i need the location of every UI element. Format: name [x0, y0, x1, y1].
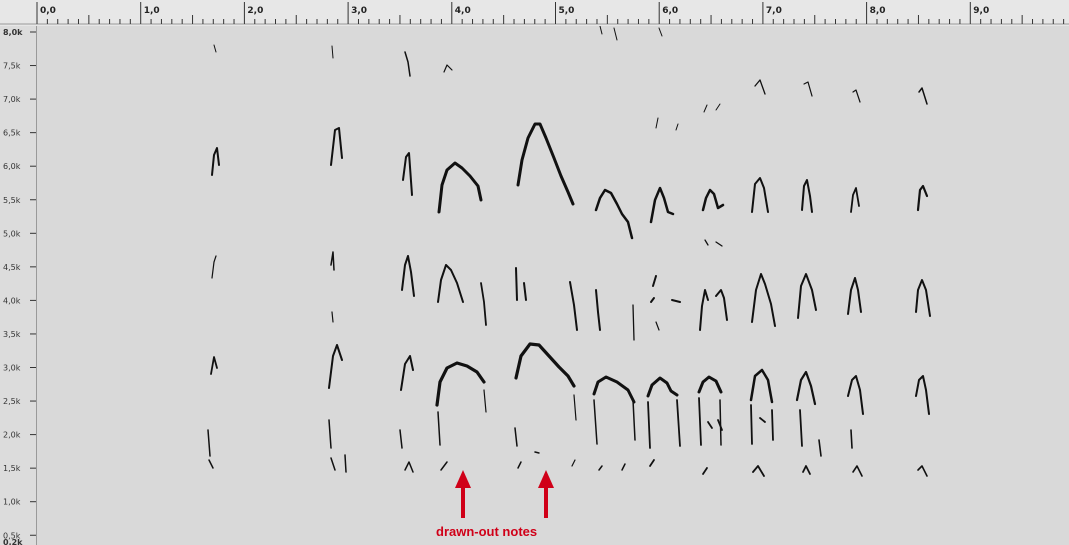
frequency-label: 1,5k [3, 464, 21, 473]
frequency-ticks: 8,0k 7,5k 7,0k 6,5k 6,0k 5,5k 5,0k 4,5k 4,0k 3,5k… [3, 28, 36, 545]
spectrogram-traces [207, 26, 931, 477]
frequency-label: 6,0k [3, 162, 21, 171]
harmonic-band-bottom [207, 389, 928, 477]
frequency-label: 6,5k [3, 129, 21, 138]
frequency-label: 7,0k [3, 95, 21, 104]
frequency-label: 4,0k [3, 296, 21, 305]
ruler-label: 1,0 [144, 6, 160, 16]
harmonic-band-upper [211, 122, 929, 247]
harmonic-band-top [213, 26, 928, 131]
spectrogram-plot[interactable] [37, 26, 1069, 545]
frequency-label: 5,5k [3, 196, 21, 205]
ruler-label: 0,0 [40, 6, 56, 16]
frequency-label: 4,5k [3, 263, 21, 272]
ruler-label: 7,0 [766, 6, 782, 16]
frequency-label: 3,5k [3, 330, 21, 339]
ruler-label: 4,0 [455, 6, 471, 16]
timeline-ticks: 0,01,02,03,04,05,06,07,08,09,010 [0, 2, 1069, 25]
timeline-ruler[interactable]: 0,01,02,03,04,05,06,07,08,09,010 [0, 0, 1069, 27]
ruler-label: 9,0 [973, 6, 989, 16]
frequency-label: 5,0k [3, 229, 21, 238]
harmonic-band-middle [211, 251, 931, 341]
annotation-caption: drawn-out notes [436, 524, 538, 539]
ruler-label: 6,0 [662, 6, 678, 16]
frequency-label-partial: 0,2k [3, 538, 23, 545]
ruler-label: 3,0 [351, 6, 367, 16]
frequency-label: 0,5k [3, 531, 21, 540]
frequency-label: 1,0k [3, 498, 21, 507]
frequency-axis: 8,0k 7,5k 7,0k 6,5k 6,0k 5,5k 5,0k 4,5k 4,0k 3,5k… [0, 26, 37, 545]
ruler-label: 8,0 [870, 6, 886, 16]
frequency-label: 3,0k [3, 364, 21, 373]
frequency-label: 8,0k [3, 28, 23, 37]
frequency-label: 7,5k [3, 62, 21, 71]
frequency-label: 2,0k [3, 431, 21, 440]
ruler-label: 2,0 [247, 6, 263, 16]
harmonic-band-lower [210, 342, 930, 415]
ruler-label: 5,0 [559, 6, 575, 16]
frequency-label: 2,5k [3, 397, 21, 406]
